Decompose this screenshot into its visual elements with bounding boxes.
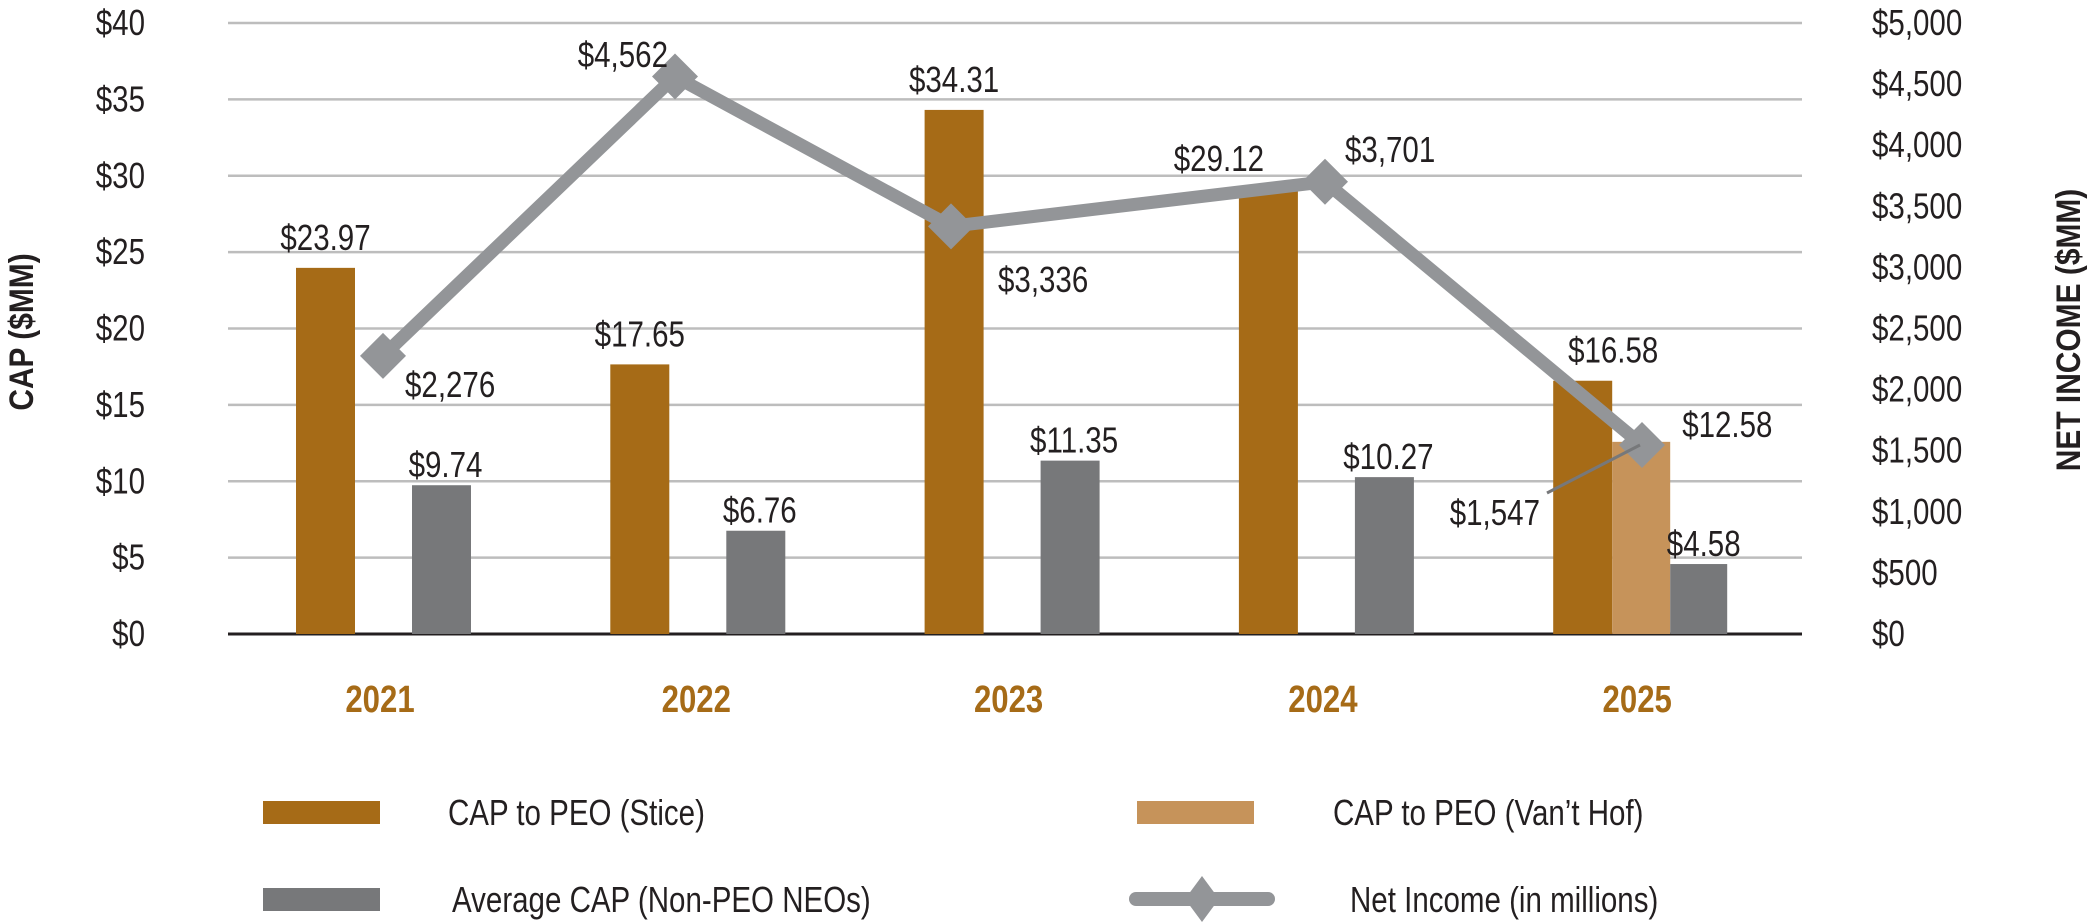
legend-swatch [263,801,380,824]
data-label-net-income: $3,336 [998,259,1088,299]
legend-item: CAP to PEO (Van’t Hof) [1137,792,1644,833]
bar-avg-cap-non-peo [412,485,471,634]
data-label-stice: $17.65 [595,314,685,354]
right-axis-tick-label: $2,000 [1872,369,1962,409]
left-axis-tick-label: $40 [96,2,145,42]
bar-cap-peo-stice [1553,380,1613,634]
right-axis-tick-label: $500 [1872,552,1938,592]
right-axis-tick-label: $4,500 [1872,63,1962,103]
right-axis-title: NET INCOME ($MM) [2049,189,2087,471]
left-axis-tick-label: $0 [112,613,145,653]
right-axis-tick-label: $3,500 [1872,185,1962,225]
bar-avg-cap-non-peo [1040,460,1100,634]
bar-cap-peo-vanthof [1612,441,1671,634]
legend-item: Net Income (in millions) [1129,876,1658,922]
left-axis-tick-label: $15 [96,384,145,424]
legend-label: Net Income (in millions) [1350,879,1658,919]
data-label-vanthof: $12.58 [1682,404,1772,444]
gridlines [228,21,1802,636]
x-axis-year-label: 2023 [974,679,1043,721]
right-axis-tick-label: $3,000 [1872,247,1962,287]
data-label-stice: $23.97 [280,217,370,257]
right-axis-tick-label: $1,000 [1872,491,1962,531]
net-income-point-marker [1619,421,1665,468]
x-axis-year-label: 2021 [345,679,414,721]
legend-swatch [263,888,380,911]
data-label-non-peo: $4.58 [1667,523,1741,563]
net-income-point-marker [1302,158,1348,205]
label-leader-line [1546,443,1641,495]
legend-diamond-icon [1185,876,1219,922]
net-income-line [360,53,1665,495]
net-income-point-marker [652,53,698,100]
data-label-net-income: $2,276 [405,364,495,404]
data-label-net-income: $1,547 [1450,492,1540,532]
legend-swatch [1137,801,1254,824]
left-axis-tick-label: $10 [96,460,145,500]
x-axis-year-label: 2025 [1603,679,1672,721]
bars [296,109,1728,635]
data-label-non-peo: $11.35 [1030,420,1118,460]
data-labels: $23.97 $9.74 $17.65 $6.76 $34.31 $11.35 $29.12… [280,34,1772,564]
legend: CAP to PEO (Stice) CAP to PEO (Van’t Hof)… [263,792,1658,922]
x-axis-year-label: 2022 [662,679,731,721]
bar-cap-peo-stice [610,364,670,634]
left-axis-title: CAP ($MM) [2,253,40,410]
legend-item: CAP to PEO (Stice) [263,792,705,833]
left-axis-tick-label: $35 [96,79,145,119]
data-label-non-peo: $10.27 [1343,436,1433,476]
data-label-net-income: $4,562 [578,34,668,74]
data-label-stice: $29.12 [1174,138,1264,178]
net-income-point-marker [360,332,406,379]
legend-label: CAP to PEO (Van’t Hof) [1333,792,1644,832]
legend-label: Average CAP (Non-PEO NEOs) [452,879,871,919]
data-label-stice: $34.31 [909,59,999,99]
legend-label: CAP to PEO (Stice) [448,792,705,832]
right-axis-tick-label: $2,500 [1872,308,1962,348]
right-axis-tick-label: $5,000 [1872,2,1962,42]
data-label-non-peo: $6.76 [723,490,797,530]
left-axis-tick-label: $5 [112,537,145,577]
data-label-net-income: $3,701 [1345,129,1435,169]
bar-avg-cap-non-peo [726,530,786,634]
data-label-non-peo: $9.74 [409,444,483,484]
left-axis-tick-label: $25 [96,231,145,271]
right-axis-tick-label: $0 [1872,613,1905,653]
data-label-stice: $16.58 [1568,330,1658,370]
bar-avg-cap-non-peo [1354,477,1414,634]
bar-avg-cap-non-peo [1670,564,1728,634]
bar-cap-peo-stice [924,109,984,635]
left-axis-tick-label: $20 [96,308,145,348]
net-income-point-marker [928,203,974,250]
left-axis-tick-label: $30 [96,155,145,195]
x-axis-year-label: 2024 [1288,679,1358,721]
bar-cap-peo-stice [1238,189,1298,634]
bar-cap-peo-stice [296,267,355,634]
axes: CAP ($MM) NET INCOME ($MM) $0 $5 $10 $15 $20… [2,2,2087,721]
right-axis-tick-label: $1,500 [1872,430,1962,470]
legend-item: Average CAP (Non-PEO NEOs) [263,879,871,920]
right-axis-tick-label: $4,000 [1872,124,1962,164]
